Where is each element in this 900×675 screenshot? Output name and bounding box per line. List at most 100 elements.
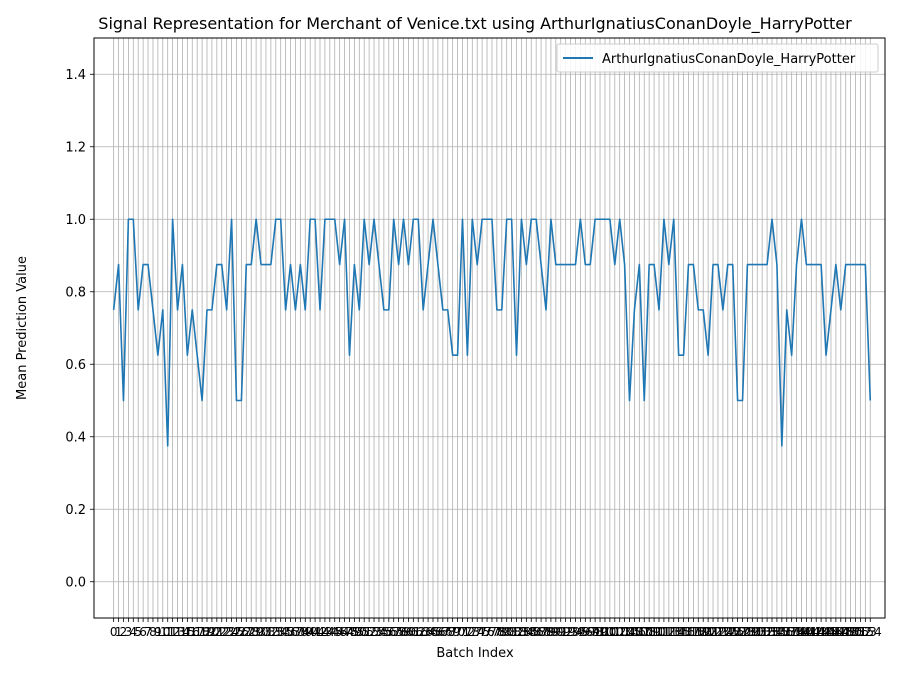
x-tick-label: 88	[538, 625, 553, 639]
x-tick-label: 85	[524, 625, 539, 639]
x-tick-label: 129	[736, 625, 759, 639]
x-tick-label: 111	[648, 625, 671, 639]
y-tick-label: 1.2	[65, 140, 86, 155]
x-tick-label: 80	[499, 625, 514, 639]
x-tick-label: 40	[303, 625, 318, 639]
x-tick-label: 106	[623, 625, 646, 639]
x-tick-label: 116	[672, 625, 695, 639]
x-tick-label: 103	[608, 625, 631, 639]
x-tick-label: 94	[568, 625, 583, 639]
x-tick-label: 22	[214, 625, 229, 639]
y-tick-label: 0.8	[65, 285, 86, 300]
y-tick-label: 0.2	[65, 503, 86, 518]
x-tick-label: 153	[854, 625, 877, 639]
x-tick-label: 130	[741, 625, 764, 639]
x-tick-label: 9	[154, 625, 162, 639]
x-tick-label: 81	[504, 625, 519, 639]
x-tick-label: 33	[268, 625, 283, 639]
x-tick-label: 45	[327, 625, 342, 639]
x-tick-label: 83	[514, 625, 529, 639]
y-axis: 0.0 0.2 0.4 0.6 0.8 1.0 1.2 1.4	[65, 68, 94, 590]
x-tick-label: 38	[293, 625, 308, 639]
x-tick-label: 57	[386, 625, 401, 639]
x-tick-label: 139	[785, 625, 808, 639]
y-tick-label: 0.6	[65, 358, 86, 373]
x-tick-label: 134	[761, 625, 784, 639]
x-tick-label: 24	[224, 625, 239, 639]
x-tick-label: 137	[775, 625, 798, 639]
x-tick-label: 61	[406, 625, 421, 639]
x-tick-label: 119	[687, 625, 710, 639]
x-tick-label: 68	[440, 625, 455, 639]
x-tick-label: 43	[317, 625, 332, 639]
x-tick-label: 64	[420, 625, 435, 639]
x-tick-label: 141	[795, 625, 818, 639]
x-tick-label: 105	[618, 625, 641, 639]
x-tick-label: 112	[652, 625, 675, 639]
x-tick-label: 128	[731, 625, 754, 639]
y-tick-label: 1.4	[65, 68, 86, 83]
x-tick-label: 96	[578, 625, 593, 639]
x-tick-label: 109	[638, 625, 661, 639]
x-axis-label: Batch Index	[436, 646, 514, 661]
x-tick-label: 36	[283, 625, 298, 639]
x-tick-label: 2	[120, 625, 128, 639]
x-tick-label: 98	[587, 625, 602, 639]
x-tick-label: 135	[765, 625, 788, 639]
x-tick-label: 151	[844, 625, 867, 639]
x-tick-label: 125	[716, 625, 739, 639]
x-tick-label: 55	[376, 625, 391, 639]
x-tick-label: 31	[258, 625, 273, 639]
x-tick-label: 5	[134, 625, 142, 639]
x-tick-label: 21	[209, 625, 224, 639]
x-tick-label: 14	[175, 625, 190, 639]
x-tick-label: 140	[790, 625, 813, 639]
x-tick-label: 6	[139, 625, 147, 639]
x-tick-label: 47	[337, 625, 352, 639]
x-tick-label: 122	[702, 625, 725, 639]
x-tick-label: 100	[594, 625, 617, 639]
x-tick-label: 102	[603, 625, 626, 639]
x-tick-label: 62	[411, 625, 426, 639]
x-tick-label: 16	[185, 625, 200, 639]
x-tick-label: 144	[810, 625, 833, 639]
y-tick-label: 0.4	[65, 430, 86, 445]
x-tick-label: 107	[628, 625, 651, 639]
x-tick-label: 93	[563, 625, 578, 639]
x-tick-label: 97	[583, 625, 598, 639]
x-tick-label: 147	[824, 625, 847, 639]
x-tick-label: 126	[721, 625, 744, 639]
x-tick-label: 131	[746, 625, 769, 639]
x-tick-label: 46	[332, 625, 347, 639]
x-tick-label: 67	[435, 625, 450, 639]
chart-title: Signal Representation for Merchant of Ve…	[98, 14, 852, 34]
x-tick-label: 95	[573, 625, 588, 639]
x-tick-label: 99	[592, 625, 607, 639]
x-tick-label: 20	[204, 625, 219, 639]
x-tick-label: 91	[553, 625, 568, 639]
x-tick-label: 146	[820, 625, 843, 639]
x-tick-label: 127	[726, 625, 749, 639]
x-tick-label: 35	[278, 625, 293, 639]
x-tick-label: 66	[430, 625, 445, 639]
x-tick-label: 8	[149, 625, 157, 639]
x-tick-label: 4	[129, 625, 137, 639]
x-tick-label: 78	[489, 625, 504, 639]
x-tick-label: 0	[110, 625, 118, 639]
x-tick-label: 145	[815, 625, 838, 639]
x-tick-label: 41	[307, 625, 322, 639]
x-tick-label: 1	[115, 625, 123, 639]
x-tick-label: 29	[248, 625, 263, 639]
x-tick-label: 65	[425, 625, 440, 639]
x-tick-label: 30	[253, 625, 268, 639]
x-tick-label: 152	[849, 625, 872, 639]
x-tick-label: 124	[711, 625, 734, 639]
x-tick-label: 108	[633, 625, 656, 639]
x-tick-label: 92	[558, 625, 573, 639]
x-tick-label: 101	[598, 625, 621, 639]
x-tick-label: 19	[199, 625, 214, 639]
x-tick-label: 110	[643, 625, 666, 639]
x-tick-label: 12	[165, 625, 180, 639]
x-tick-label: 113	[657, 625, 680, 639]
x-tick-label: 73	[465, 625, 480, 639]
